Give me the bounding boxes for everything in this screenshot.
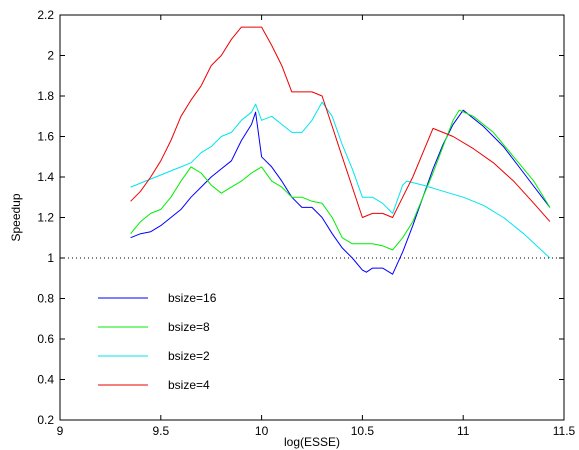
series-line-bsize-2 — [130, 101, 551, 259]
legend: bsize=16 bsize=8 bsize=2 bsize=4 — [98, 291, 217, 392]
y-tick-label: 1.4 — [37, 170, 54, 184]
y-tick-label: 1 — [47, 251, 54, 265]
legend-label: bsize=8 — [168, 320, 210, 334]
x-tick-label: 11 — [457, 424, 470, 438]
axes-layer: 9 9.5 10 10.5 11 11.5 0.2 0.4 0.6 0.8 1 1.2 1.4 1.6 1.… — [37, 8, 575, 438]
y-tick-label: 1.8 — [37, 89, 54, 103]
y-tick-label: 2 — [47, 49, 54, 63]
x-tick-label: 10 — [255, 424, 269, 438]
legend-label: bsize=16 — [168, 291, 217, 305]
y-tick-label: 1.6 — [37, 130, 54, 144]
x-tick-label: 9.5 — [152, 424, 169, 438]
y-tick-label: 0.6 — [37, 332, 54, 346]
y-axis-title: Speedup — [9, 193, 23, 241]
y-tick-label: 2.2 — [37, 8, 54, 22]
x-tick-label: 11.5 — [553, 424, 576, 438]
legend-label: bsize=4 — [168, 378, 210, 392]
x-tick-label: 10.5 — [351, 424, 375, 438]
legend-label: bsize=2 — [168, 349, 210, 363]
series-line-bsize-8 — [130, 109, 551, 251]
x-tick-label: 9 — [57, 424, 64, 438]
y-tick-label: 0.4 — [37, 373, 54, 387]
series-layer — [130, 26, 551, 275]
x-axis-title: log(ESSE) — [284, 435, 340, 449]
plot-frame — [59, 14, 565, 421]
y-tick-label: 0.2 — [37, 413, 54, 427]
y-tick-label: 1.2 — [37, 211, 54, 225]
y-tick-label: 0.8 — [37, 292, 54, 306]
series-line-bsize-4 — [130, 26, 551, 222]
series-line-bsize-16 — [130, 109, 551, 275]
